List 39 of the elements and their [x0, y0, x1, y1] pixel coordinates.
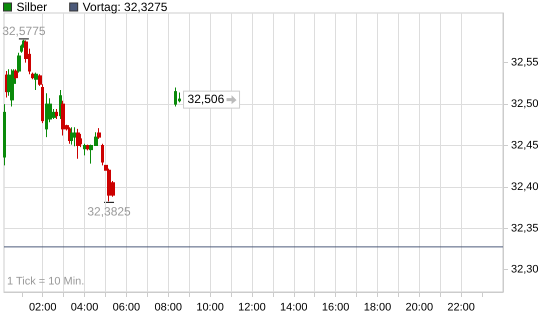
candlestick — [17, 52, 21, 74]
x-tick-label: 20:00 — [406, 302, 434, 314]
candlestick — [61, 100, 65, 136]
y-tick-label: 32,30 — [511, 264, 539, 276]
x-tick-label: 18:00 — [364, 302, 392, 314]
legend-label: Silber — [16, 0, 48, 14]
candlestick — [70, 126, 73, 146]
x-tick-label: 06:00 — [112, 302, 140, 314]
x-tick-label: 02:00 — [28, 302, 56, 314]
annotation: 32,506 — [188, 92, 225, 106]
y-tick-label: 32,55 — [511, 56, 539, 69]
x-tick-label: 10:00 — [196, 302, 224, 314]
candlestick — [178, 92, 181, 103]
annotation: 1 Tick = 10 Min. — [7, 276, 84, 288]
candlestick — [20, 44, 23, 54]
candlestick — [107, 168, 111, 202]
candlestick — [73, 126, 76, 147]
x-tick-label: 08:00 — [154, 302, 182, 314]
y-tick-label: 32,35 — [511, 222, 539, 234]
candlestick — [83, 143, 87, 156]
x-tick-label: 22:00 — [447, 302, 475, 314]
candlestick — [76, 128, 80, 160]
y-tick-label: 32,40 — [511, 180, 539, 193]
x-tick-label: 16:00 — [322, 302, 350, 314]
annotation: 32,5775 — [2, 24, 46, 38]
candlestick — [34, 72, 38, 90]
y-tick-label: 32,45 — [511, 139, 539, 152]
candlestick — [14, 68, 18, 80]
candlestick — [55, 108, 58, 120]
candlestick — [3, 104, 6, 166]
legend-label: Vortag: 32,3275 — [82, 0, 168, 14]
y-tick-label: 32,50 — [511, 98, 539, 110]
x-tick-label: 14:00 — [280, 302, 308, 314]
candlestick — [45, 92, 48, 138]
x-tick-label: 12:00 — [238, 302, 266, 314]
candlestick — [174, 87, 177, 108]
x-tick-label: 04:00 — [70, 302, 98, 314]
candlestick — [97, 128, 101, 140]
annotation: 32,3825 — [87, 204, 132, 218]
